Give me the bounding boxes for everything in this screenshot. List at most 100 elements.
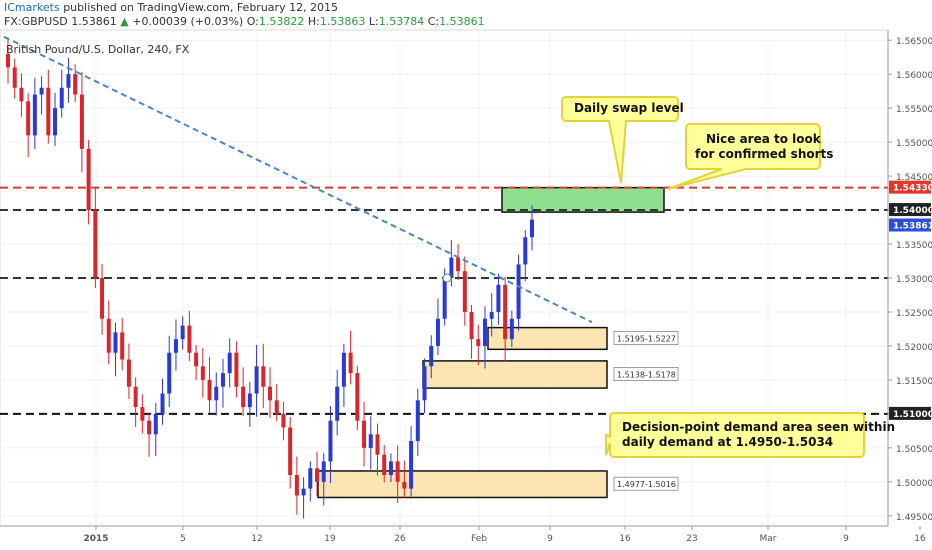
candle-body	[355, 373, 360, 421]
trendline-anchor	[442, 273, 452, 283]
x-tick-label: 23	[686, 534, 697, 544]
callout-shorts-text: Nice area to look for confirmed shorts	[695, 132, 833, 161]
y-tick-label: 1.56500	[896, 37, 932, 47]
candle-body	[59, 87, 64, 109]
chart-title: British Pound/U.S. Dollar, 240, FX	[6, 43, 190, 56]
x-tick-label: Feb	[471, 534, 487, 544]
candle-body	[234, 352, 239, 387]
candle-body	[395, 461, 400, 482]
x-tick-label: 16	[619, 534, 631, 544]
candle-body	[120, 332, 125, 360]
callout-daily-swap: Daily swap level	[561, 96, 684, 184]
candle-body	[126, 359, 131, 387]
candle-body	[46, 87, 51, 136]
callout-decision-text: Decision-point demand area seen within d…	[622, 420, 899, 449]
candle-body	[19, 87, 24, 102]
candle-body	[348, 352, 353, 374]
candle-body	[173, 339, 178, 353]
candle-body	[503, 284, 508, 340]
candle-body	[247, 393, 252, 408]
x-tick-label: 19	[324, 534, 336, 544]
callout-decision-point: Decision-point demand area seen within d…	[605, 412, 899, 458]
candle-body	[86, 148, 91, 211]
candle-body	[133, 386, 138, 408]
x-tick-label: 12	[251, 534, 262, 544]
candle-body	[160, 393, 165, 414]
candle-body	[315, 468, 320, 482]
candle-body	[476, 339, 481, 346]
candle-body	[207, 379, 212, 401]
candle-body	[288, 427, 293, 476]
candle-body	[12, 67, 17, 88]
close-label: C:	[427, 15, 440, 28]
y-tick-label: 1.50000	[896, 479, 932, 489]
candle-body	[294, 475, 299, 496]
x-tick-label: 26	[394, 534, 406, 544]
price-label-box	[889, 180, 931, 194]
candle-body	[321, 461, 326, 482]
candle-body	[153, 413, 158, 435]
y-tick-label: 1.50500	[896, 445, 932, 455]
candle-body	[429, 345, 434, 367]
zone-box	[487, 326, 608, 351]
callout-daily-swap-text: Daily swap level	[574, 101, 684, 115]
y-tick-label: 1.52500	[896, 309, 932, 319]
candle-body	[435, 318, 440, 346]
candle-body	[194, 352, 199, 367]
price-change: +0.00039 (+0.03%)	[132, 15, 244, 28]
candle-body	[187, 325, 192, 353]
candle-body	[482, 318, 487, 346]
candle-body	[388, 461, 393, 476]
trendline	[3, 35, 593, 324]
candle-body	[147, 420, 152, 435]
published-text: published on TradingView.com, February 1…	[59, 1, 339, 14]
candle-body	[261, 366, 266, 387]
candle-body	[274, 400, 279, 414]
candle-body	[516, 264, 521, 319]
ohlc-line: FX:GBPUSD 1.53861 ▲ +0.00039 (+0.03%) O:…	[4, 15, 485, 28]
price-label: 1.54000	[893, 206, 932, 216]
candle-body	[180, 325, 185, 340]
candle-body	[375, 434, 380, 455]
candle-body	[227, 352, 232, 374]
candle-body	[523, 237, 528, 265]
candle-body	[415, 400, 420, 442]
candle-body	[456, 257, 461, 272]
zone-label-box	[613, 367, 679, 381]
up-arrow-icon: ▲	[120, 15, 129, 28]
candle-body	[469, 311, 474, 340]
candle-body	[200, 366, 205, 380]
y-tick-label: 1.56000	[896, 71, 932, 81]
candle-body	[308, 468, 313, 489]
candle-body	[449, 257, 454, 278]
x-tick-label: 9	[547, 534, 553, 544]
candle-body	[140, 407, 145, 421]
candle-body	[268, 386, 272, 401]
last-price: 1.53861	[71, 15, 117, 28]
symbol-label: FX:GBPUSD	[4, 15, 68, 28]
zone-label-box	[613, 331, 679, 345]
candle-body	[241, 386, 246, 408]
x-tick-label: 9	[843, 534, 849, 544]
zone-box	[317, 470, 608, 499]
y-tick-label: 1.52000	[896, 343, 932, 353]
high-label: H:	[307, 15, 320, 28]
price-label: 1.54330	[893, 184, 932, 194]
candle-body	[214, 386, 219, 401]
candle-body	[335, 386, 340, 421]
candle-body	[382, 454, 387, 476]
zone-label: 1.5195-1.5227	[617, 334, 676, 343]
candle-body	[301, 488, 306, 496]
publisher-name[interactable]: ICmarkets	[4, 1, 60, 14]
candle-body	[402, 481, 407, 489]
zone-label: 1.4977-1.5016	[617, 480, 676, 489]
x-tick-label: 16	[914, 534, 926, 544]
x-tick-label: Mar	[760, 534, 777, 544]
y-tick-label: 1.55000	[896, 139, 932, 149]
y-tick-label: 1.55500	[896, 105, 932, 115]
candle-body	[113, 332, 118, 353]
candle-body	[422, 366, 427, 401]
low-value: 1.53784	[378, 15, 425, 28]
y-tick-label: 1.49500	[896, 513, 932, 523]
